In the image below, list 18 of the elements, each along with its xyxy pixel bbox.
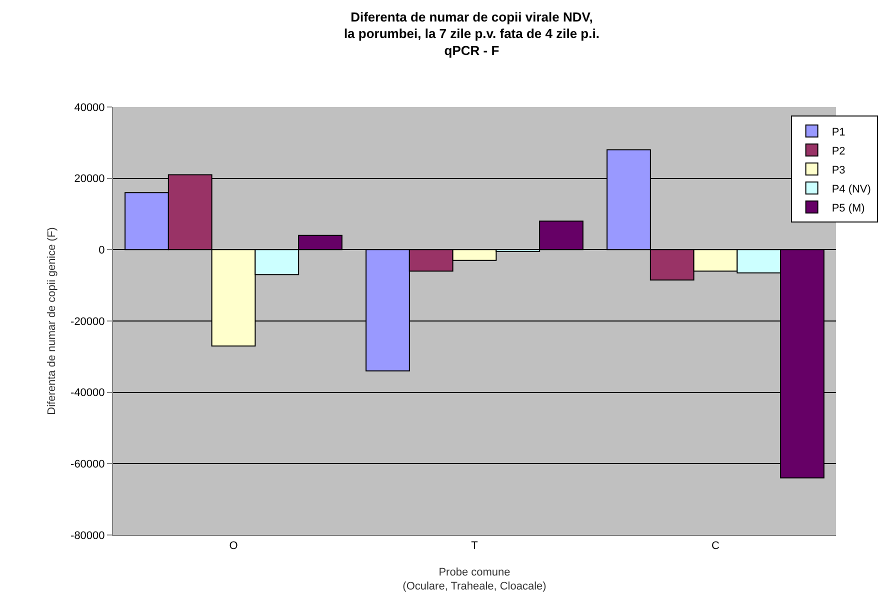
legend-label: P2 — [832, 145, 846, 158]
x-tick-label: T — [471, 540, 478, 552]
y-tick-label: -40000 — [70, 387, 105, 400]
y-tick-label: -60000 — [70, 458, 105, 471]
x-axis-title: Probe comune (Oculare, Traheale, Cloacale) — [402, 566, 546, 593]
y-tick-label: 40000 — [74, 102, 105, 114]
y-tick-label: 0 — [98, 244, 105, 257]
y-tick-label: 20000 — [74, 173, 105, 186]
y-tick-label: -20000 — [70, 316, 105, 328]
chart-title: Diferenta de numar de copii virale NDV, la porumbei, la 7 zile p.v. fata de 4 zile p.i. qPCR - F — [344, 9, 600, 58]
legend-label: P3 — [832, 164, 846, 176]
legend-label: P5 (M) — [832, 202, 865, 214]
legend-label: P1 — [832, 126, 846, 138]
y-axis-title: Diferenta de numar de copii genice (F) — [46, 227, 58, 415]
x-tick-label: O — [229, 540, 238, 552]
y-tick-label: -80000 — [70, 530, 105, 542]
x-tick-label: C — [712, 540, 720, 552]
legend-label: P4 (NV) — [832, 183, 871, 196]
